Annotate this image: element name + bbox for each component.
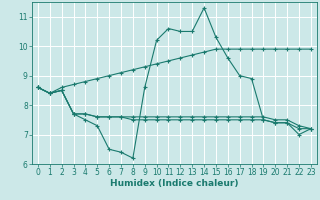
X-axis label: Humidex (Indice chaleur): Humidex (Indice chaleur)	[110, 179, 239, 188]
